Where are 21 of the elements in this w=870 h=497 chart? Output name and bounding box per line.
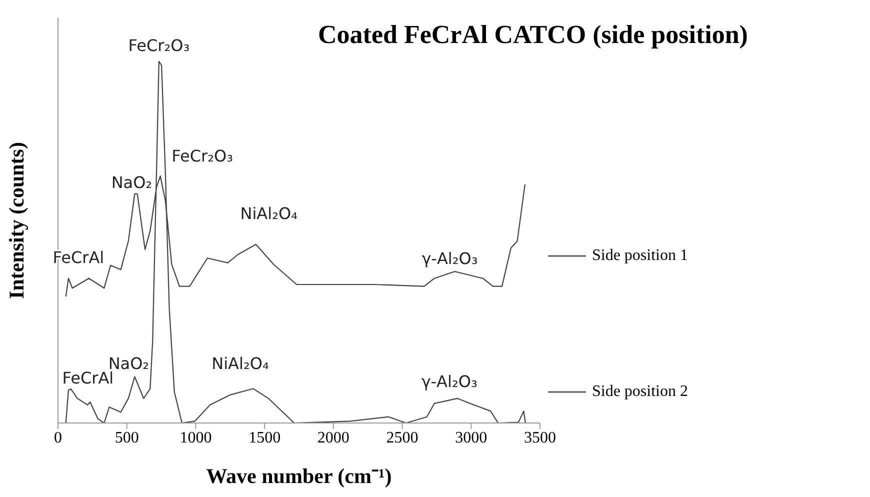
x-tick-label: 500 — [114, 429, 139, 446]
x-tick-label: 3500 — [524, 429, 556, 446]
x-tick-label: 3000 — [455, 429, 488, 446]
x-tick-label: 2500 — [386, 429, 418, 446]
x-tick-label: 0 — [54, 429, 62, 446]
x-tick-label: 1000 — [180, 429, 212, 446]
annotation: FeCrAl — [52, 248, 104, 267]
annotation: FeCr₂O₃ — [128, 36, 190, 55]
annotation: γ-Al₂O₃ — [421, 372, 478, 391]
x-tick-label: 1500 — [248, 429, 281, 446]
x-axis-title: Wave number (cm⁻¹) — [206, 464, 392, 488]
annotation: FeCr₂O₃ — [172, 146, 233, 166]
y-axis-title: Intensity (counts) — [4, 142, 28, 299]
legend-label: Side position 2 — [592, 383, 688, 401]
annotation: NiAl₂O₄ — [212, 354, 269, 374]
legend-label: Side position 1 — [592, 247, 688, 265]
chart-title: Coated FeCrAl CATCO (side position) — [317, 20, 749, 50]
x-tick-label: 2000 — [317, 429, 350, 446]
annotation: γ-Al₂O₃ — [422, 248, 478, 268]
annotation: NaO₂ — [111, 173, 152, 192]
annotation: NiAl₂O₄ — [240, 204, 298, 223]
